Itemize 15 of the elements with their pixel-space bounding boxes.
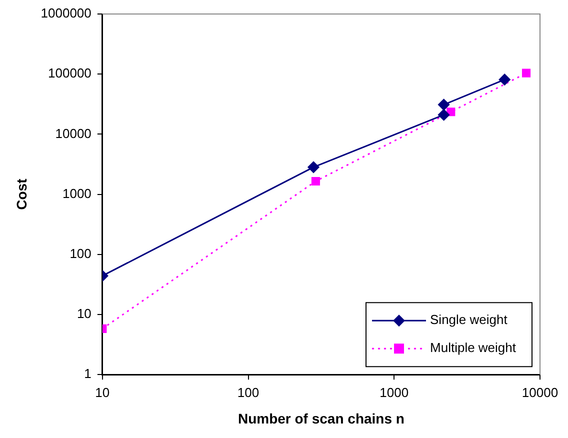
x-tick-label: 10 (95, 384, 110, 400)
x-tick-label: 1000 (380, 384, 409, 400)
y-tick-label: 1 (84, 366, 92, 382)
y-tick-label: 100 (70, 246, 92, 261)
y-axis-title: Cost (13, 178, 30, 210)
y-tick-label: 1000 (62, 186, 92, 201)
x-tick-label: 10000 (522, 384, 558, 400)
legend-label: Multiple weight (430, 340, 516, 356)
legend-label: Single weight (430, 312, 508, 328)
y-tick-label: 10000 (55, 126, 92, 141)
y-tick-label: 1000000 (40, 6, 92, 21)
x-axis-title: Number of scan chains n (238, 410, 404, 426)
y-tick-label: 100000 (48, 66, 92, 81)
y-tick-label: 10 (76, 306, 92, 322)
x-tick-label: 100 (237, 384, 260, 400)
